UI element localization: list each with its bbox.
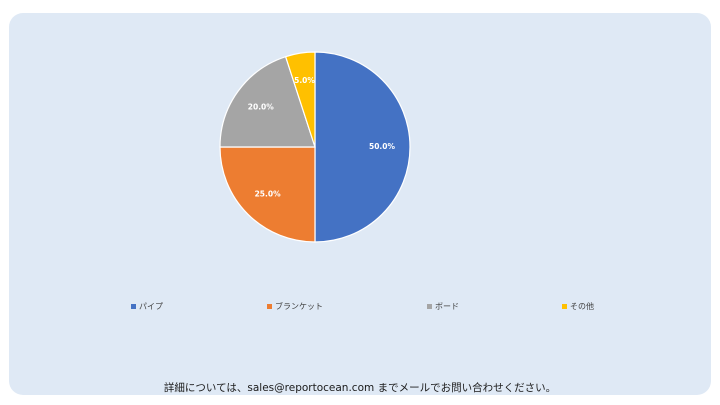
legend-label-board: ボード — [435, 301, 459, 311]
legend-label-blanket: ブランケット — [275, 301, 323, 311]
legend-item-pipe: パイプ — [131, 300, 163, 312]
data-label-other: 5.0% — [294, 76, 315, 85]
pie-slice-blanket — [219, 146, 316, 243]
legend-label-other: その他 — [570, 301, 594, 311]
pie-slice-pipe — [314, 51, 411, 243]
legend-swatch-blanket — [267, 303, 272, 309]
data-label-pipe: 50.0% — [369, 142, 396, 151]
legend-item-board: ボード — [427, 300, 459, 312]
legend-swatch-other — [562, 303, 567, 309]
contact-footer: 詳細については、sales@reportocean.com までメールでお問い合… — [163, 382, 557, 394]
data-label-blanket: 25.0% — [255, 189, 282, 198]
pie-slice-board — [219, 55, 316, 148]
legend-label-pipe: パイプ — [139, 301, 163, 311]
legend-item-blanket: ブランケット — [267, 300, 323, 312]
legend-swatch-pipe — [131, 303, 136, 309]
legend-swatch-board — [427, 303, 432, 309]
legend-item-other: その他 — [562, 300, 594, 312]
pie-slice-other — [284, 51, 316, 148]
data-label-board: 20.0% — [248, 103, 275, 112]
